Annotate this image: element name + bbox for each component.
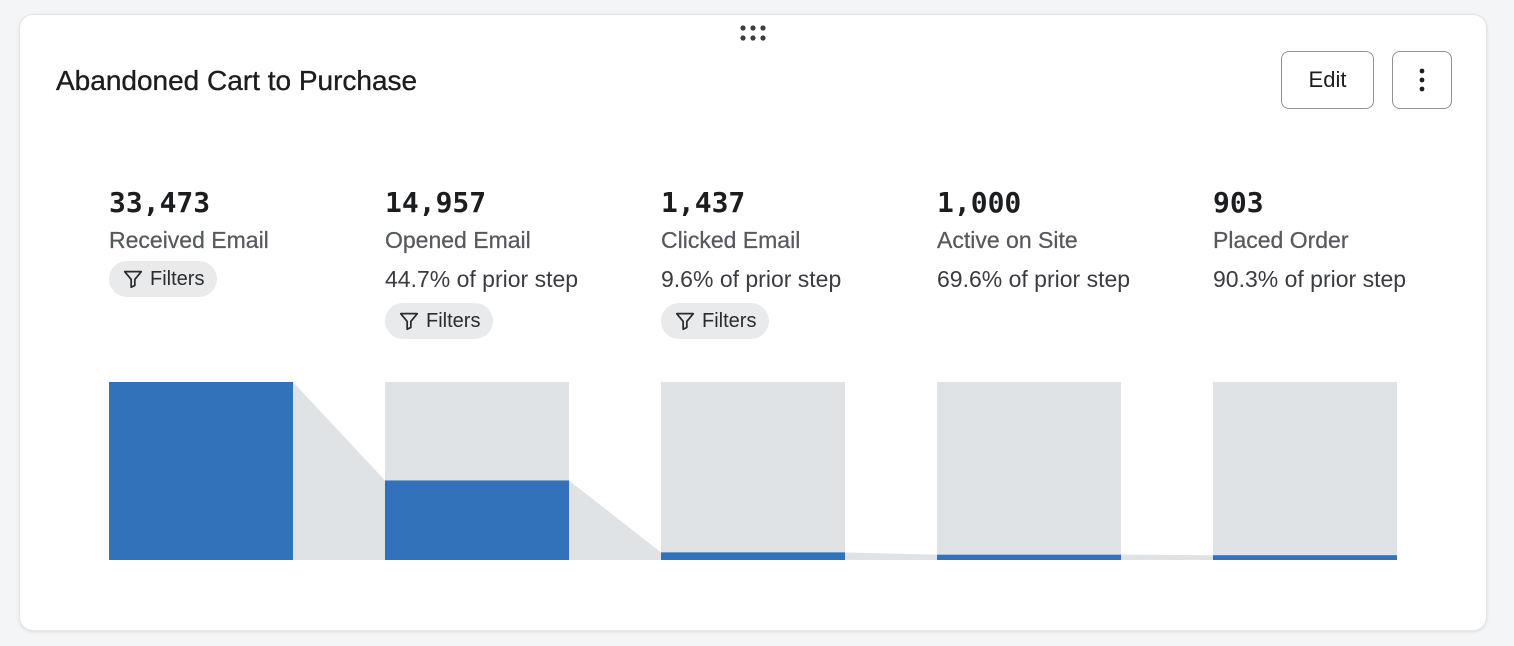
- card-title: Abandoned Cart to Purchase: [56, 65, 418, 96]
- vertical-ellipsis-icon: [1419, 68, 1425, 92]
- filters-label: Filters: [702, 309, 757, 332]
- filter-icon: [122, 268, 144, 290]
- funnel-step-active-on-site: 1,000 Active on Site 69.6% of prior step: [937, 183, 1177, 297]
- step-count: 1,437: [661, 186, 746, 219]
- step-count: 14,957: [385, 186, 487, 219]
- funnel-connector: [845, 552, 937, 560]
- funnel-step-placed-order: 903 Placed Order 90.3% of prior step: [1213, 183, 1453, 297]
- filter-icon: [398, 310, 420, 332]
- funnel-bar[interactable]: [385, 480, 569, 560]
- filters-chip[interactable]: Filters: [109, 261, 218, 297]
- step-count: 903: [1213, 186, 1264, 219]
- funnel-bar[interactable]: [937, 554, 1121, 560]
- step-count: 1,000: [937, 186, 1022, 219]
- edit-button[interactable]: Edit: [1281, 51, 1374, 109]
- step-label: Placed Order: [1213, 227, 1349, 253]
- funnel-bar[interactable]: [1213, 555, 1397, 560]
- funnel-connector: [569, 480, 661, 560]
- funnel-bar[interactable]: [661, 552, 845, 560]
- funnel-bar[interactable]: [109, 382, 293, 560]
- funnel-chart: [109, 382, 1397, 560]
- step-label: Clicked Email: [661, 227, 801, 253]
- filters-label: Filters: [150, 267, 205, 290]
- step-conversion: 69.6% of prior step: [937, 266, 1131, 292]
- funnel-connector: [1121, 554, 1213, 560]
- funnel-bar-track: [1213, 382, 1397, 560]
- filters-chip[interactable]: Filters: [661, 303, 770, 339]
- more-options-button[interactable]: [1392, 51, 1452, 109]
- step-count: 33,473: [109, 186, 211, 219]
- filter-icon: [674, 310, 696, 332]
- filters-chip[interactable]: Filters: [385, 303, 494, 339]
- funnel-connector: [293, 382, 385, 560]
- funnel-bar-track: [661, 382, 845, 560]
- step-label: Received Email: [109, 227, 269, 253]
- step-label: Opened Email: [385, 227, 531, 253]
- funnel-bar-track: [937, 382, 1121, 560]
- step-conversion: 44.7% of prior step: [385, 266, 579, 292]
- step-label: Active on Site: [937, 227, 1078, 253]
- filters-label: Filters: [426, 309, 481, 332]
- funnel-step-received-email: 33,473 Received Email Filters: [109, 183, 349, 297]
- funnel-card: Abandoned Cart to Purchase Edit 33,473 R…: [19, 14, 1487, 631]
- step-conversion: 90.3% of prior step: [1213, 266, 1407, 292]
- funnel-step-opened-email: 14,957 Opened Email 44.7% of prior step …: [385, 183, 625, 339]
- funnel-step-clicked-email: 1,437 Clicked Email 9.6% of prior step F…: [661, 183, 901, 339]
- drag-handle-icon[interactable]: [739, 24, 771, 44]
- step-conversion: 9.6% of prior step: [661, 266, 842, 292]
